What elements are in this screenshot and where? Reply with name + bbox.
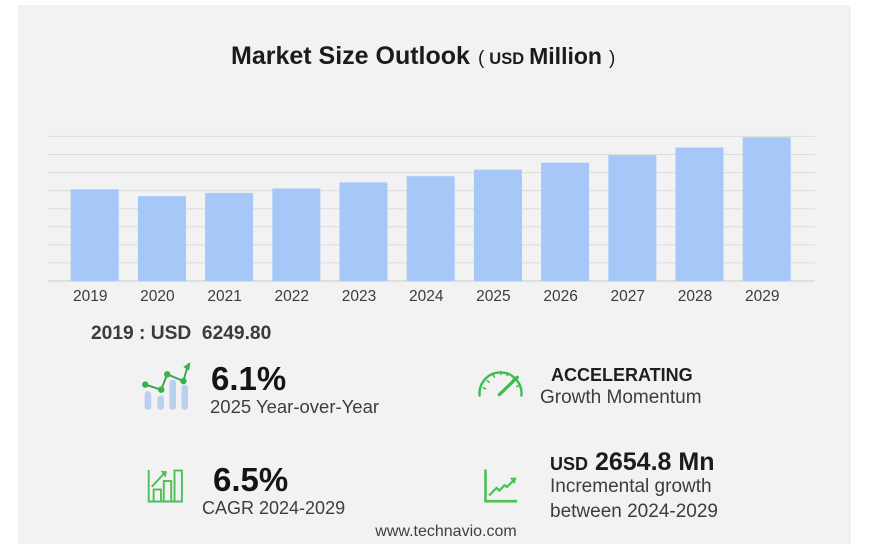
svg-text:2023: 2023 [342, 288, 376, 305]
svg-text:2026: 2026 [543, 288, 577, 305]
svg-text:2022: 2022 [275, 288, 309, 305]
svg-text:2020: 2020 [140, 288, 175, 305]
svg-text:2024: 2024 [409, 288, 444, 305]
svg-text:2025: 2025 [476, 288, 510, 305]
svg-text:2027: 2027 [611, 288, 645, 305]
svg-text:2029: 2029 [745, 288, 779, 305]
svg-text:2021: 2021 [207, 288, 241, 305]
svg-text:2019: 2019 [73, 288, 107, 305]
svg-text:2028: 2028 [678, 288, 712, 305]
